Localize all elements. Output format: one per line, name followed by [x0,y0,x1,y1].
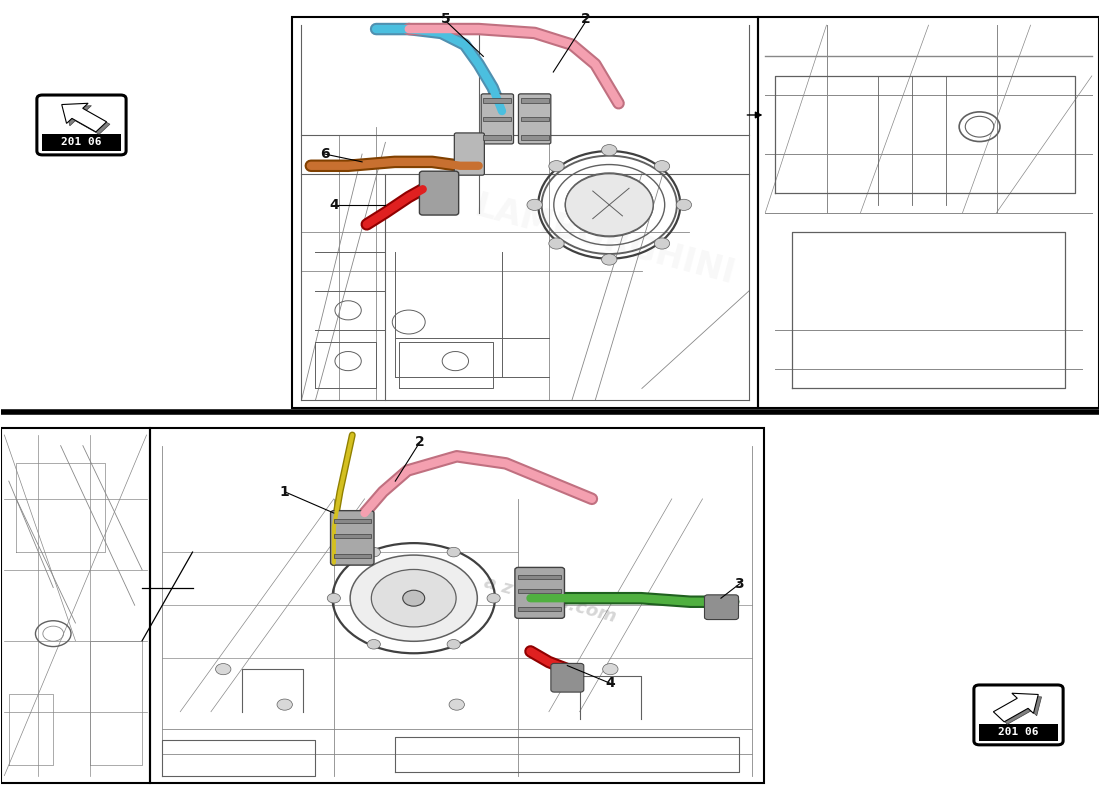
Bar [150,428,764,782]
Polygon shape [62,103,107,132]
Bar [520,117,549,122]
Circle shape [602,145,617,156]
Bar [483,98,512,102]
Bar [1,428,150,782]
FancyBboxPatch shape [331,510,374,565]
Text: LAMBORGHINI: LAMBORGHINI [471,190,739,291]
Text: 4: 4 [329,198,339,212]
FancyBboxPatch shape [515,567,564,618]
Circle shape [654,161,670,172]
Polygon shape [65,106,110,134]
Bar [483,117,512,122]
FancyBboxPatch shape [419,171,459,215]
FancyBboxPatch shape [454,133,484,175]
Circle shape [403,590,425,606]
Circle shape [487,594,500,603]
Ellipse shape [565,174,653,236]
Text: 201 06: 201 06 [62,138,101,147]
FancyBboxPatch shape [481,94,514,144]
Ellipse shape [350,555,477,642]
Circle shape [447,639,460,649]
Circle shape [549,238,564,249]
Bar [293,18,759,408]
Bar [759,18,1099,408]
Bar [333,534,371,538]
Circle shape [602,254,617,265]
Text: 2: 2 [581,12,591,26]
Bar [333,519,371,523]
Circle shape [676,199,692,210]
Circle shape [328,594,340,603]
Circle shape [654,238,670,249]
Circle shape [449,699,464,710]
Circle shape [549,161,564,172]
Text: 1: 1 [279,485,289,498]
Polygon shape [993,694,1038,722]
Text: 2: 2 [415,435,425,449]
Bar [333,554,371,558]
FancyBboxPatch shape [704,595,738,619]
Circle shape [216,663,231,674]
Text: 3: 3 [735,577,745,591]
FancyBboxPatch shape [974,685,1063,745]
Bar [518,589,561,593]
Text: 201 06: 201 06 [999,727,1038,738]
Circle shape [447,547,460,557]
Bar [520,98,549,102]
Bar [979,724,1057,741]
Text: 5: 5 [441,12,451,26]
Text: 4: 4 [605,676,615,690]
Bar [483,135,512,140]
Bar [43,134,121,151]
Bar [520,135,549,140]
Circle shape [367,639,381,649]
FancyBboxPatch shape [518,94,551,144]
Ellipse shape [372,570,456,627]
Text: 6: 6 [320,147,330,161]
FancyBboxPatch shape [37,95,127,155]
Text: a z Parts.com: a z Parts.com [482,573,618,626]
Bar [518,575,561,579]
Circle shape [277,699,293,710]
Circle shape [367,547,381,557]
Bar [518,607,561,611]
Circle shape [603,663,618,674]
Polygon shape [997,696,1042,724]
Circle shape [527,199,542,210]
FancyBboxPatch shape [551,663,584,692]
